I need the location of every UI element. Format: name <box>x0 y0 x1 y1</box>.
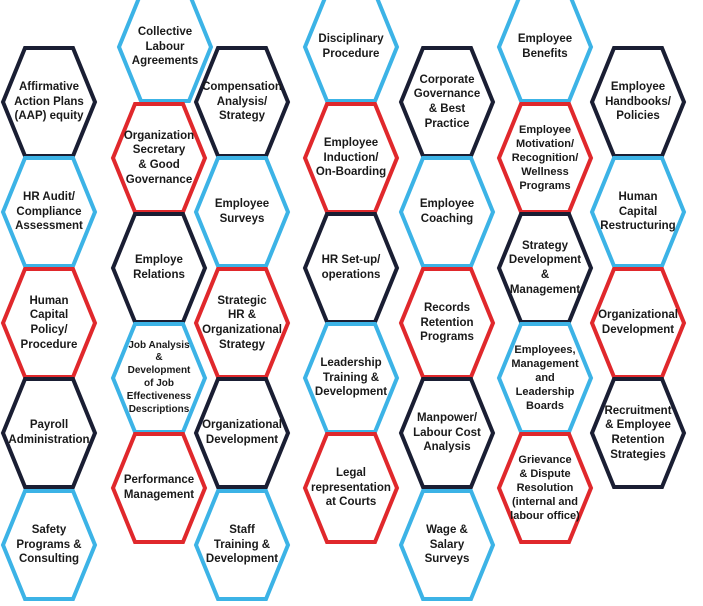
hexagon-blue <box>110 322 208 434</box>
hexagon-blue <box>193 489 291 601</box>
hexagon-navy <box>0 46 98 158</box>
hexagon-red <box>0 267 98 379</box>
hexagon-navy <box>302 212 400 324</box>
hexagon-navy <box>589 46 687 158</box>
hexagon-navy <box>589 377 687 489</box>
hexagon-red <box>110 102 208 214</box>
hexagon-blue <box>398 489 496 601</box>
hexagon-blue <box>398 156 496 268</box>
hexagon-navy <box>0 377 98 489</box>
hexagon-blue <box>0 489 98 601</box>
hexagon-navy <box>193 377 291 489</box>
hexagon-red <box>496 432 594 544</box>
hexagon-blue <box>589 156 687 268</box>
hexagon-red <box>302 432 400 544</box>
hexagon-navy <box>398 377 496 489</box>
hexagon-blue <box>302 322 400 434</box>
hexagon-red <box>193 267 291 379</box>
hexagon-navy <box>110 212 208 324</box>
hexagon-blue <box>496 0 594 103</box>
hexagon-red <box>496 102 594 214</box>
hexagon-red <box>589 267 687 379</box>
hexagon-navy <box>496 212 594 324</box>
hexagon-navy <box>193 46 291 158</box>
hexagon-blue <box>302 0 400 103</box>
hexagon-blue <box>0 156 98 268</box>
hexagon-navy <box>398 46 496 158</box>
hexagon-blue <box>496 322 594 434</box>
hexagon-red <box>398 267 496 379</box>
hexagon-red <box>110 432 208 544</box>
hexagon-blue <box>193 156 291 268</box>
hexagon-red <box>302 102 400 214</box>
hexagon-blue <box>116 0 214 103</box>
